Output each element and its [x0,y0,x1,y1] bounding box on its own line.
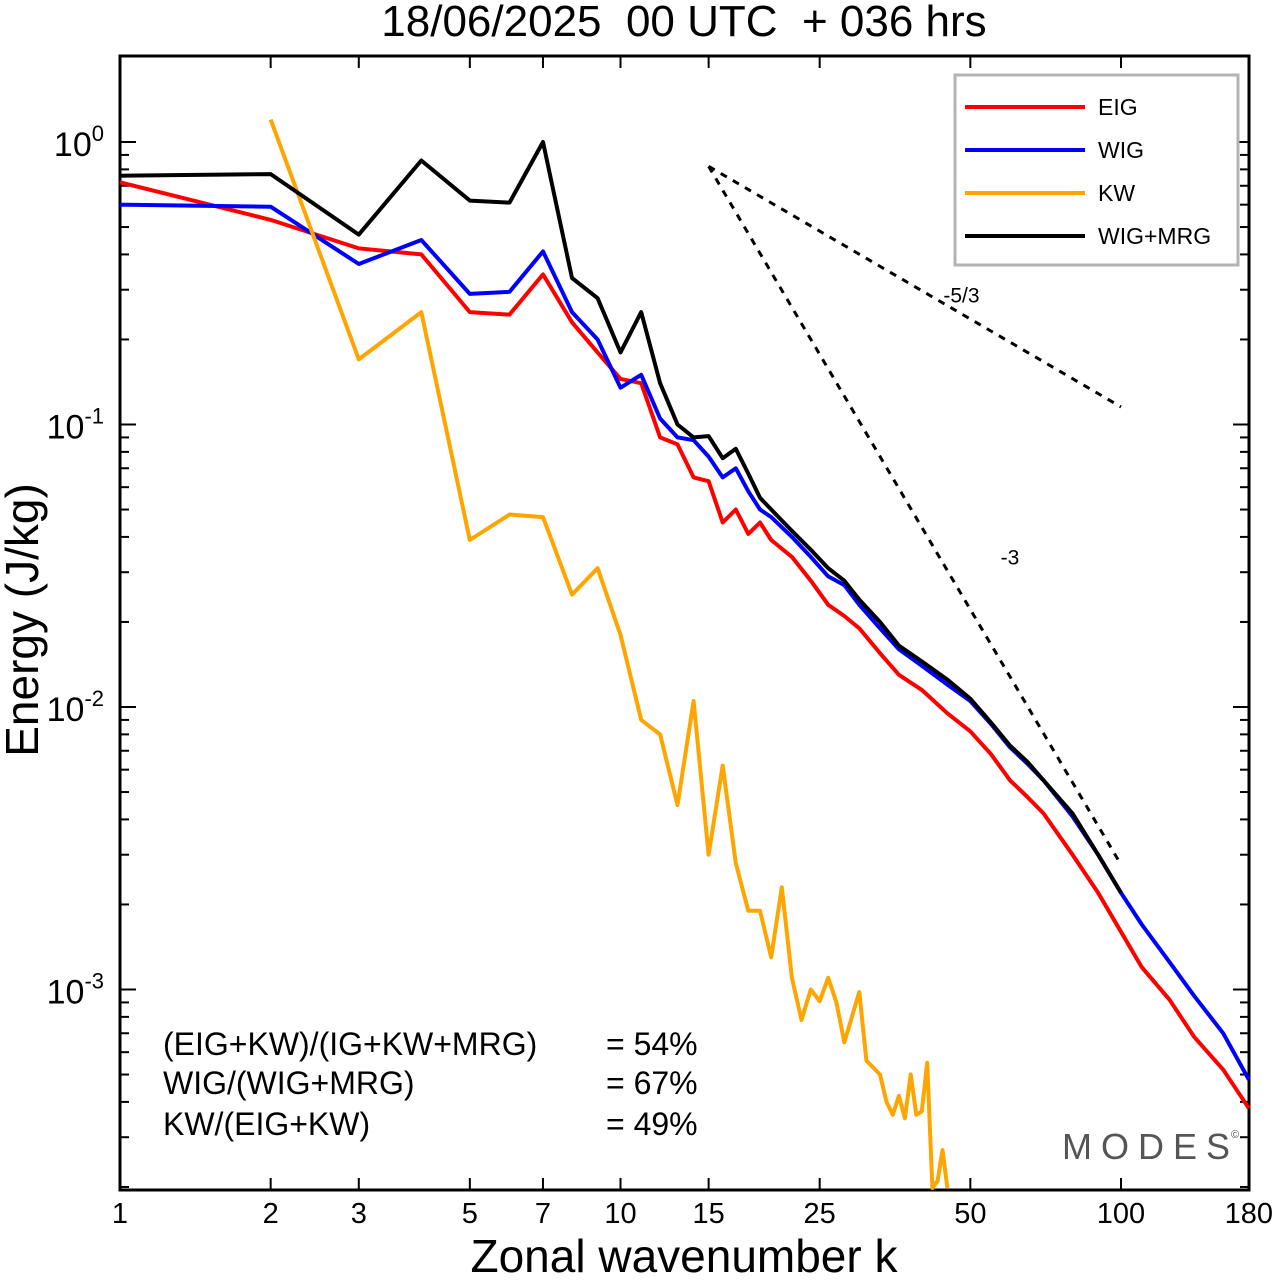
reference-line [707,165,1123,866]
x-tick-label: 10 [604,1198,636,1230]
chart-title: 18/06/2025 00 UTC + 036 hrs [381,0,986,46]
series-line-wig-mrg [119,140,1123,894]
reference-line-label: -3 [1001,546,1020,569]
ratio-label-2: WIG/(WIG+MRG) [163,1065,415,1101]
y-tick-label: 10-3 [47,969,104,1012]
x-tick-label: 5 [462,1198,478,1230]
x-tick-label: 180 [1225,1198,1273,1230]
watermark-text: MODES [1062,1126,1239,1167]
y-tick-label: 10-1 [47,404,104,447]
ratio-label-1: (EIG+KW)/(IG+KW+MRG) [163,1026,537,1062]
x-tick-label: 100 [1097,1198,1145,1230]
legend-label: WIG [1098,137,1144,163]
axis-ticks [120,56,1249,1190]
x-tick-label: 15 [693,1198,725,1230]
series-lines [119,118,1251,1190]
copyright-mark: © [1231,1129,1239,1141]
x-tick-label: 25 [804,1198,836,1230]
series-line-kw [268,118,950,1190]
modes-watermark: MODES © [1062,1126,1239,1167]
x-tick-label: 7 [535,1198,551,1230]
y-tick-label: 100 [54,121,104,164]
ratio-value-3: = 49% [606,1106,698,1142]
reference-line [707,165,1122,409]
y-tick-label: 10-2 [47,686,104,729]
ratio-annotations: (EIG+KW)/(IG+KW+MRG) = 54% WIG/(WIG+MRG)… [163,1026,698,1142]
reference-line-label: -5/3 [943,285,979,308]
y-tick-labels: 100 10-1 10-2 10-3 [47,121,104,1012]
y-axis-label: Energy (J/kg) [0,483,48,757]
x-tick-label: 3 [351,1198,367,1230]
x-tick-label: 2 [263,1198,279,1230]
x-tick-labels: 1 2 3 5 7 10 15 25 50 100 180 [112,1198,1273,1230]
ratio-value-2: = 67% [606,1065,698,1101]
series-line-eig [119,180,1251,1110]
legend-label: KW [1098,180,1135,206]
legend: EIG WIG KW WIG+MRG [953,73,1240,267]
legend-label: WIG+MRG [1098,223,1211,249]
ratio-value-1: = 54% [606,1026,698,1062]
x-axis-label: Zonal wavenumber k [471,1230,899,1281]
x-tick-label: 50 [954,1198,986,1230]
x-tick-label: 1 [112,1198,128,1230]
reference-slopes: -5/3 -3 [707,165,1123,866]
ratio-label-3: KW/(EIG+KW) [163,1106,370,1142]
legend-label: EIG [1098,94,1138,120]
legend-items: EIG WIG KW WIG+MRG [965,94,1211,249]
